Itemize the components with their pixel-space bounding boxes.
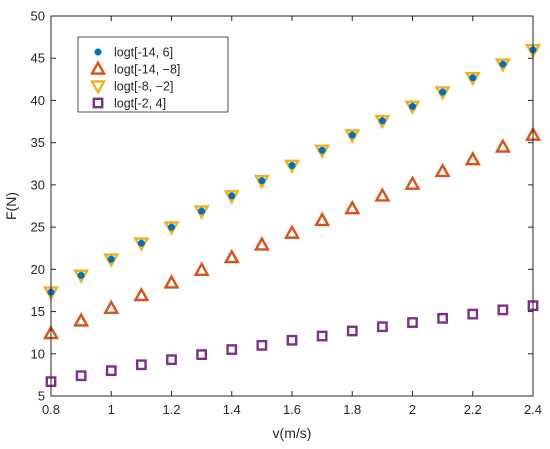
y-tick-label: 45	[31, 51, 45, 66]
data-point	[105, 365, 117, 377]
data-point	[464, 150, 481, 166]
series-circle	[47, 46, 537, 296]
data-point	[226, 344, 238, 355]
legend-marker	[92, 97, 104, 109]
y-tick-label: 20	[31, 262, 45, 277]
data-point	[256, 339, 268, 351]
x-tick-label: 1.4	[223, 402, 241, 417]
data-point	[497, 304, 509, 316]
data-point	[378, 117, 386, 125]
data-point	[198, 207, 206, 215]
data-point	[437, 312, 449, 324]
y-tick-label: 10	[31, 346, 45, 361]
y-tick-label: 35	[31, 135, 45, 150]
data-point	[316, 330, 328, 342]
y-axis-label: F(N)	[3, 192, 19, 220]
data-point	[499, 60, 507, 68]
x-tick-label: 0.8	[42, 402, 60, 417]
series-square	[45, 300, 539, 388]
y-tick-label: 40	[31, 93, 45, 108]
legend: logt[-14, 6] logt[-14, −8] logt[-8, −2] log…	[77, 36, 229, 113]
legend-label: logt[-14, 6]	[114, 46, 173, 60]
data-point	[288, 161, 296, 170]
data-point	[167, 223, 176, 231]
data-point	[228, 192, 236, 200]
data-point	[344, 199, 361, 215]
data-point	[407, 317, 418, 328]
x-tick-label: 1.8	[343, 402, 361, 417]
data-point	[469, 74, 477, 82]
axis-ticks: 0.8 1 1.2 1.4 1.6 1.8 2 2.2 2.4 5 10 15 20 25 30 35 40 45…	[31, 9, 543, 418]
data-point	[196, 349, 208, 361]
x-tick-label: 2.2	[464, 402, 482, 417]
y-tick-label: 25	[31, 220, 45, 235]
data-point	[408, 102, 417, 110]
x-tick-label: 1.6	[283, 402, 301, 417]
data-point	[223, 248, 240, 264]
data-point	[439, 88, 447, 96]
data-marks	[42, 43, 542, 388]
data-point	[348, 131, 356, 139]
data-point	[258, 177, 266, 185]
x-tick-label: 1	[108, 402, 115, 417]
data-point	[374, 187, 391, 202]
data-point	[434, 162, 451, 178]
data-point	[314, 211, 331, 227]
data-point	[166, 354, 177, 366]
x-tick-label: 2.4	[524, 402, 542, 417]
series-triangle-up	[42, 126, 542, 340]
legend-label: logt[-8, −2]	[114, 80, 173, 94]
y-tick-label: 15	[31, 304, 45, 319]
data-point	[318, 146, 326, 154]
legend-items: logt[-14, 6] logt[-14, −8] logt[-8, −2] log…	[89, 46, 180, 111]
data-point	[135, 359, 147, 371]
data-point	[346, 325, 358, 337]
data-point	[107, 255, 115, 263]
legend-label: logt[-2, 4]	[114, 97, 166, 111]
data-point	[286, 334, 298, 346]
legend-marker	[89, 60, 107, 75]
data-point	[75, 370, 87, 382]
data-point	[73, 312, 90, 327]
data-point	[467, 308, 479, 320]
legend-marker	[89, 80, 107, 95]
data-point	[253, 236, 270, 251]
data-point	[133, 286, 150, 302]
data-point	[404, 175, 421, 190]
x-tick-label: 1.2	[162, 402, 180, 417]
data-point	[137, 239, 145, 247]
data-point	[103, 299, 120, 314]
data-point	[283, 224, 301, 239]
data-point	[376, 321, 388, 333]
data-point	[77, 271, 85, 279]
legend-label: logt[-14, −8]	[114, 63, 180, 77]
plot-frame	[50, 15, 534, 397]
y-tick-label: 5	[38, 389, 45, 404]
legend-marker	[94, 48, 102, 56]
data-point	[163, 274, 180, 289]
y-tick-label: 50	[31, 9, 45, 24]
data-point	[494, 138, 511, 153]
data-point	[193, 261, 210, 276]
x-tick-label: 2	[409, 402, 416, 417]
x-axis-label: v(m/s)	[273, 425, 312, 441]
y-tick-label: 30	[31, 177, 45, 192]
